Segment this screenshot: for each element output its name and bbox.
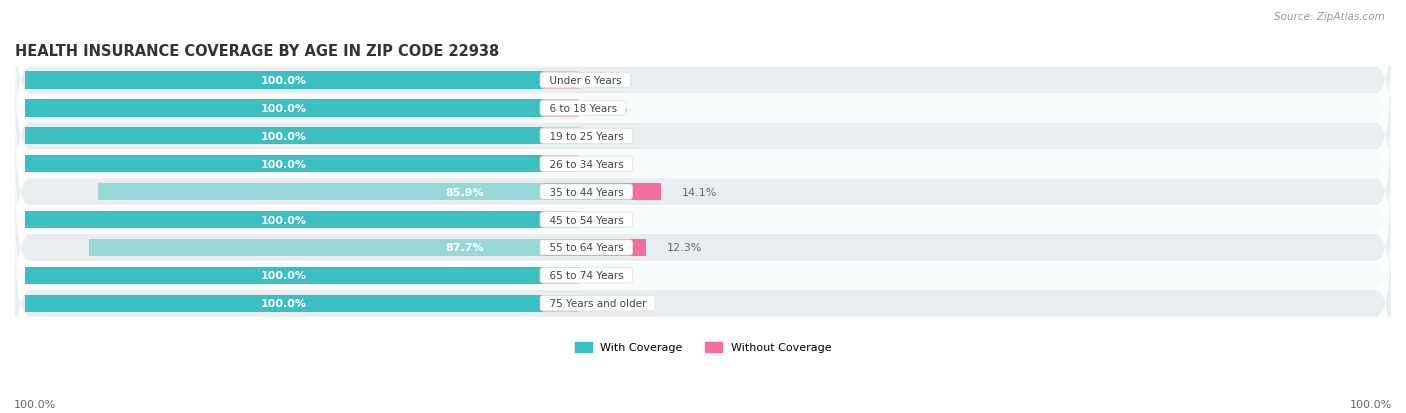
Bar — [543, 239, 645, 256]
Text: 100.0%: 100.0% — [14, 399, 56, 409]
Text: 100.0%: 100.0% — [262, 104, 307, 114]
Text: 100.0%: 100.0% — [262, 215, 307, 225]
Text: 14.1%: 14.1% — [682, 187, 717, 197]
Text: 0.0%: 0.0% — [599, 215, 628, 225]
FancyBboxPatch shape — [15, 11, 1391, 151]
Bar — [543, 72, 579, 90]
FancyBboxPatch shape — [15, 178, 1391, 318]
FancyBboxPatch shape — [15, 122, 1391, 262]
Text: 100.0%: 100.0% — [262, 159, 307, 169]
Text: Under 6 Years: Under 6 Years — [543, 76, 627, 86]
Legend: With Coverage, Without Coverage: With Coverage, Without Coverage — [571, 337, 835, 357]
Text: 35 to 44 Years: 35 to 44 Years — [543, 187, 630, 197]
Bar — [543, 267, 579, 284]
Bar — [543, 211, 579, 229]
FancyBboxPatch shape — [15, 38, 1391, 179]
Text: 100.0%: 100.0% — [262, 299, 307, 309]
Bar — [25, 128, 543, 145]
Text: 100.0%: 100.0% — [262, 76, 307, 86]
Text: 87.7%: 87.7% — [446, 243, 484, 253]
Text: 26 to 34 Years: 26 to 34 Years — [543, 159, 630, 169]
FancyBboxPatch shape — [15, 206, 1391, 346]
FancyBboxPatch shape — [15, 233, 1391, 374]
Text: 0.0%: 0.0% — [599, 131, 628, 142]
Bar — [25, 211, 543, 229]
Bar — [25, 156, 543, 173]
Bar — [98, 183, 543, 201]
Text: 65 to 74 Years: 65 to 74 Years — [543, 271, 630, 281]
Bar — [25, 72, 543, 90]
Bar — [543, 100, 579, 117]
Text: 0.0%: 0.0% — [599, 159, 628, 169]
Text: Source: ZipAtlas.com: Source: ZipAtlas.com — [1274, 12, 1385, 22]
Bar — [543, 183, 661, 201]
Text: 0.0%: 0.0% — [599, 299, 628, 309]
Text: 12.3%: 12.3% — [666, 243, 702, 253]
Text: 100.0%: 100.0% — [1350, 399, 1392, 409]
Text: 100.0%: 100.0% — [262, 131, 307, 142]
Text: 0.0%: 0.0% — [599, 76, 628, 86]
Text: 55 to 64 Years: 55 to 64 Years — [543, 243, 630, 253]
Text: 6 to 18 Years: 6 to 18 Years — [543, 104, 623, 114]
Bar — [25, 100, 543, 117]
Bar — [543, 156, 579, 173]
Text: 45 to 54 Years: 45 to 54 Years — [543, 215, 630, 225]
FancyBboxPatch shape — [15, 150, 1391, 290]
FancyBboxPatch shape — [15, 94, 1391, 235]
Text: 85.9%: 85.9% — [446, 187, 484, 197]
Bar — [543, 295, 579, 312]
Text: 19 to 25 Years: 19 to 25 Years — [543, 131, 630, 142]
Bar — [89, 239, 543, 256]
Bar — [543, 128, 579, 145]
FancyBboxPatch shape — [15, 66, 1391, 206]
Bar — [25, 267, 543, 284]
Text: HEALTH INSURANCE COVERAGE BY AGE IN ZIP CODE 22938: HEALTH INSURANCE COVERAGE BY AGE IN ZIP … — [15, 44, 499, 59]
Text: 0.0%: 0.0% — [599, 104, 628, 114]
Bar — [25, 295, 543, 312]
Text: 75 Years and older: 75 Years and older — [543, 299, 652, 309]
Text: 0.0%: 0.0% — [599, 271, 628, 281]
Text: 100.0%: 100.0% — [262, 271, 307, 281]
